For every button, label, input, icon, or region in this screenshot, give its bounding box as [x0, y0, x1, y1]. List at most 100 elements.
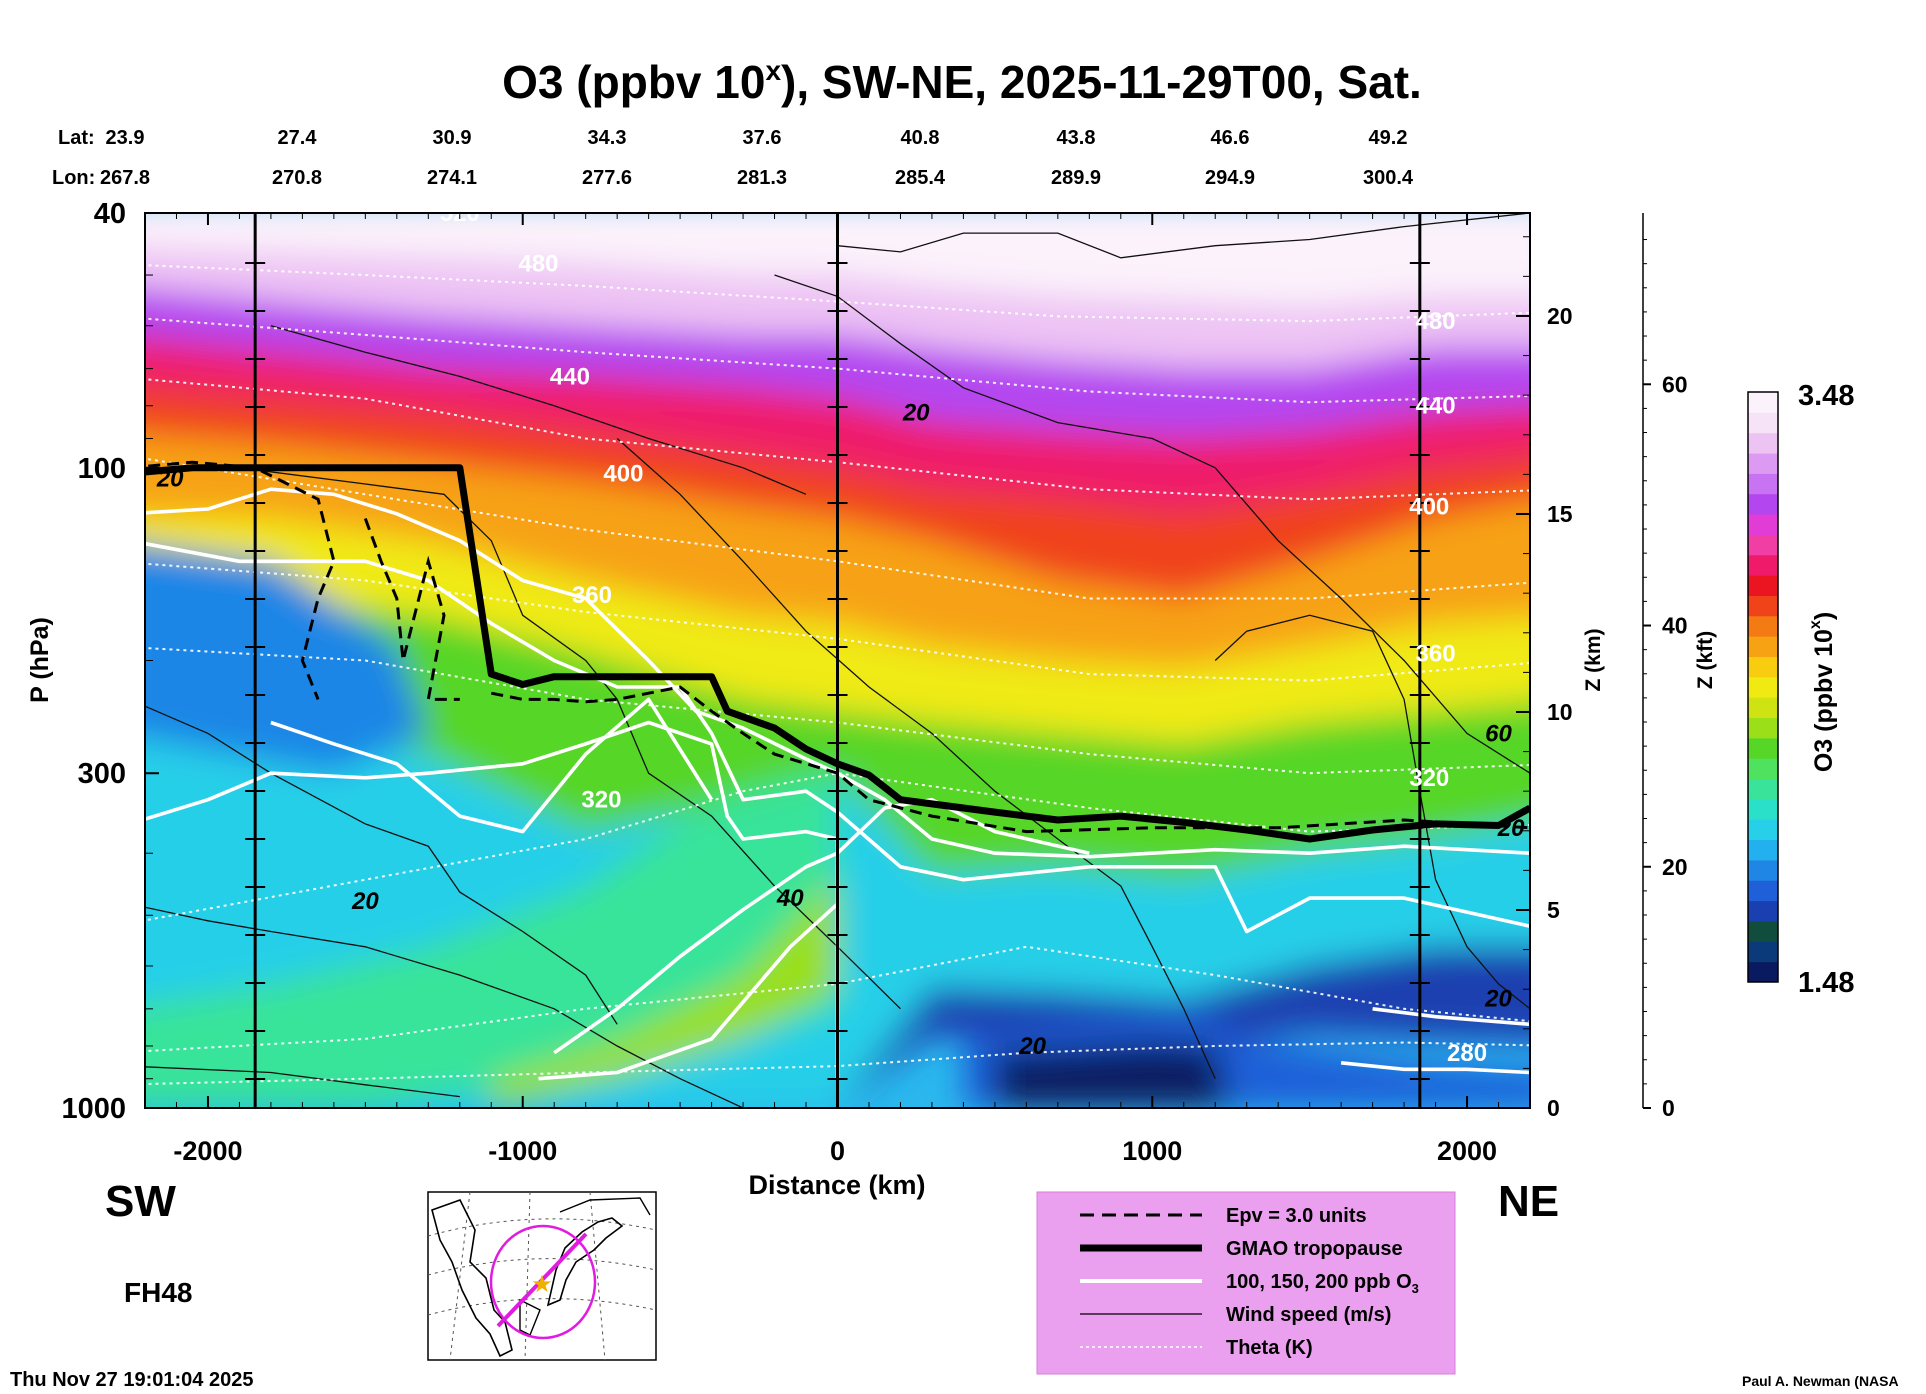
- lat-value: 30.9: [433, 127, 472, 149]
- colorbar-segment: [1748, 412, 1778, 434]
- colorbar-segment: [1748, 554, 1778, 576]
- lon-value: 274.1: [427, 167, 477, 189]
- lon-value: 267.8: [100, 167, 150, 189]
- lat-value: 49.2: [1369, 127, 1408, 149]
- sw-label: SW: [105, 1177, 176, 1226]
- epv-contour: [145, 460, 336, 700]
- wind-label: 20: [156, 466, 184, 493]
- colorbar-segment: [1748, 737, 1778, 759]
- colorbar-min-label: 1.48: [1798, 967, 1854, 999]
- theta-label: 440: [1416, 393, 1456, 420]
- colorbar-segment: [1748, 473, 1778, 495]
- colorbar-segment: [1748, 575, 1778, 596]
- legend-label: Epv = 3.0 units: [1226, 1205, 1367, 1227]
- lat-row-label: Lat:: [58, 127, 95, 149]
- legend-label: 100, 150, 200 ppb O3: [1226, 1271, 1419, 1296]
- wind-speed-contour: [837, 213, 1530, 259]
- chart-title: O3 (ppbv 10x), SW-NE, 2025-11-29T00, Sat…: [502, 55, 1422, 108]
- chart-title-rest: ), SW-NE, 2025-11-29T00, Sat.: [781, 56, 1422, 108]
- x-tick-label: 0: [830, 1136, 845, 1166]
- colorbar-segment: [1748, 900, 1778, 922]
- lat-value: 40.8: [901, 127, 940, 149]
- epv-contour: [363, 517, 460, 701]
- ozone-band: [145, 544, 429, 774]
- colorbar-segment: [1748, 798, 1778, 820]
- theta-label: 360: [1416, 640, 1456, 667]
- theta-contour: [145, 264, 1530, 323]
- inset-map: ★: [427, 1191, 657, 1361]
- ne-label: NE: [1498, 1177, 1559, 1226]
- theta-label: 480: [1416, 308, 1456, 335]
- zkft-tick-label: 20: [1662, 854, 1688, 880]
- colorbar-segment: [1748, 514, 1778, 535]
- wind-speed-contour: [145, 705, 618, 1025]
- zkm-axis-title: Z (km): [1582, 629, 1605, 692]
- o3-contour: [145, 487, 1530, 859]
- lon-value: 300.4: [1363, 167, 1414, 189]
- wind-label: 20: [1018, 1033, 1046, 1060]
- colorbar-segment: [1748, 676, 1778, 698]
- credit: Paul A. Newman (NASA: [1742, 1373, 1899, 1389]
- wind-speed-contour: [145, 467, 901, 1010]
- theta-label: 280: [1447, 1040, 1487, 1067]
- legend-label: Wind speed (m/s): [1226, 1304, 1391, 1326]
- colorbar-segment: [1748, 880, 1778, 902]
- x-tick-label: -1000: [488, 1136, 557, 1166]
- lon-value: 277.6: [582, 167, 632, 189]
- wind-speed-contour: [616, 438, 1216, 1079]
- colorbar-segment: [1748, 432, 1778, 454]
- o3-contour: [145, 541, 1530, 934]
- wind-speed-contour: [270, 325, 807, 495]
- colorbar-segment: [1748, 717, 1778, 739]
- chart-title-superscript: x: [765, 55, 781, 86]
- legend-label-subscript: 3: [1412, 1281, 1419, 1296]
- colorbar-segment: [1748, 859, 1778, 881]
- epv-contour: [491, 685, 1530, 834]
- legend: Epv = 3.0 units GMAO tropopause 100, 150, …: [1036, 1191, 1456, 1375]
- wind-speed-contour: [145, 1066, 460, 1098]
- colorbar-segment: [1748, 758, 1778, 780]
- theta-contour: [145, 317, 1530, 404]
- legend-label: Theta (K): [1226, 1337, 1313, 1359]
- zkm-tick-label: 10: [1547, 699, 1573, 725]
- colorbar-segment: [1748, 819, 1778, 841]
- colorbar-segment: [1748, 941, 1778, 963]
- theta-contour: [145, 945, 1530, 1053]
- y-tick-label: 40: [94, 198, 126, 230]
- zkm-tick-label: 0: [1547, 1095, 1560, 1121]
- colorbar-segment: [1748, 453, 1778, 474]
- inset-map-star-icon: ★: [531, 1271, 553, 1298]
- ozone-field: 480 440 400 360 320 280 480 440 400 360 320 520 20 20…: [145, 213, 1530, 1108]
- wind-label: 20: [1484, 986, 1512, 1013]
- colorbar-frame: [1747, 391, 1779, 983]
- colorbar-segment: [1748, 392, 1778, 413]
- lat-value: 23.9: [106, 127, 145, 149]
- theta-label: 360: [572, 582, 612, 609]
- lat-value: 43.8: [1057, 127, 1096, 149]
- zkft-tick-label: 40: [1662, 613, 1688, 639]
- x-tick-label: 2000: [1437, 1136, 1497, 1166]
- colorbar-title: O3 (ppbv 10x): [1807, 612, 1838, 772]
- colorbar-title-superscript: x: [1807, 620, 1824, 629]
- colorbar-max-label: 3.48: [1798, 380, 1854, 412]
- x-tick-label: 1000: [1122, 1136, 1182, 1166]
- lon-value: 294.9: [1205, 167, 1255, 189]
- wind-label: 20: [902, 400, 930, 427]
- wind-speed-contour: [774, 274, 1530, 774]
- x-axis-title: Distance (km): [748, 1170, 925, 1200]
- lon-row-label: Lon:: [52, 167, 95, 189]
- theta-label: 440: [550, 363, 590, 390]
- theta-label: 400: [603, 460, 643, 487]
- y-tick-label: 1000: [61, 1093, 126, 1125]
- colorbar-segment: [1748, 595, 1778, 617]
- colorbar: [1747, 391, 1779, 983]
- colorbar-segment: [1748, 778, 1778, 800]
- colorbar-segment: [1748, 636, 1778, 657]
- wind-label: 40: [776, 885, 804, 912]
- y-tick-label: 100: [78, 453, 126, 485]
- legend-label: GMAO tropopause: [1226, 1238, 1403, 1260]
- lat-lon-header: 23.9 27.4 30.9 34.3 37.6 40.8 43.8 46.6 49.2 267.…: [100, 127, 1414, 189]
- o3-contour: [1372, 1007, 1530, 1027]
- colorbar-segment: [1748, 839, 1778, 861]
